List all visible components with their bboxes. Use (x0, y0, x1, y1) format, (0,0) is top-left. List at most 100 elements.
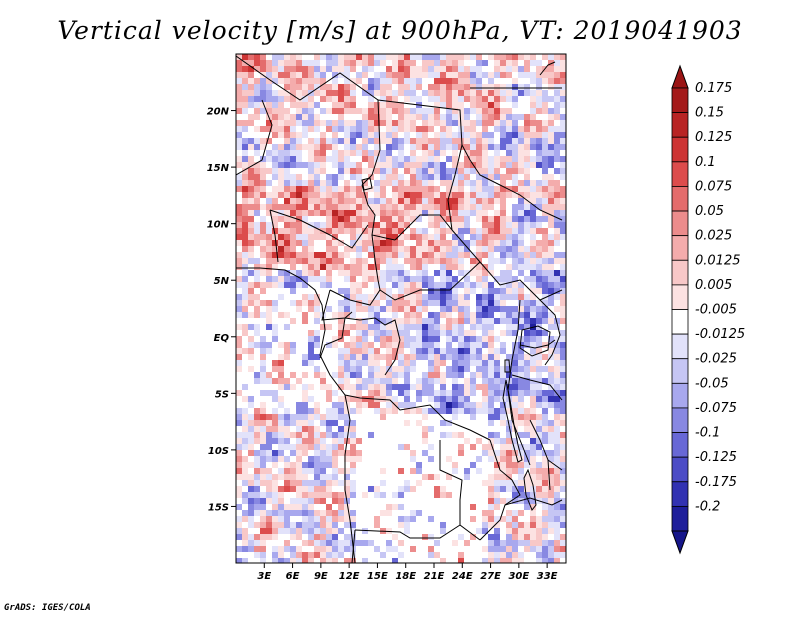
field-cell (386, 90, 392, 96)
field-cell (548, 312, 554, 318)
field-cell (440, 384, 446, 390)
lake-tanganyika (502, 379, 523, 463)
field-cell (542, 210, 548, 216)
field-cell (530, 468, 536, 474)
field-cell (554, 228, 560, 234)
field-cell (542, 540, 548, 546)
field-cell (476, 408, 482, 414)
field-cell (434, 540, 440, 546)
field-cell (260, 192, 266, 198)
field-cell (380, 210, 386, 216)
y-tick-label: 5N (214, 276, 230, 287)
field-cell (494, 198, 500, 204)
field-cell (380, 510, 386, 516)
field-cell (374, 162, 380, 168)
field-cell (242, 480, 248, 486)
field-cell (332, 216, 338, 222)
field-cell (338, 384, 344, 390)
field-cell (296, 78, 302, 84)
field-cell (542, 198, 548, 204)
field-cell (344, 378, 350, 384)
field-cell (446, 300, 452, 306)
field-cell (260, 492, 266, 498)
field-cell (500, 438, 506, 444)
field-cell (524, 324, 530, 330)
field-cell (332, 474, 338, 480)
field-cell (368, 60, 374, 66)
field-cell (344, 126, 350, 132)
field-cell (356, 294, 362, 300)
field-cell (452, 66, 458, 72)
field-cell (464, 408, 470, 414)
field-cell (410, 150, 416, 156)
field-cell (386, 390, 392, 396)
field-cell (386, 228, 392, 234)
field-cell (314, 540, 320, 546)
field-cell (512, 66, 518, 72)
field-cell (488, 312, 494, 318)
field-cell (464, 222, 470, 228)
field-cell (326, 456, 332, 462)
field-cell (356, 324, 362, 330)
field-cell (452, 360, 458, 366)
field-cell (428, 96, 434, 102)
field-cell (554, 492, 560, 498)
field-cell (404, 168, 410, 174)
field-cell (290, 222, 296, 228)
field-cell (266, 264, 272, 270)
field-cell (272, 498, 278, 504)
field-cell (284, 180, 290, 186)
field-cell (248, 294, 254, 300)
field-cell (560, 288, 566, 294)
field-cell (338, 228, 344, 234)
field-cell (536, 96, 542, 102)
field-cell (296, 204, 302, 210)
field-cell (542, 180, 548, 186)
field-cell (482, 228, 488, 234)
field-cell (338, 438, 344, 444)
field-cell (404, 234, 410, 240)
field-cell (356, 54, 362, 60)
field-cell (488, 372, 494, 378)
field-cell (266, 120, 272, 126)
field-cell (470, 156, 476, 162)
field-cell (368, 276, 374, 282)
field-cell (320, 450, 326, 456)
field-cell (272, 258, 278, 264)
field-cell (536, 528, 542, 534)
field-cell (308, 240, 314, 246)
field-cell (296, 510, 302, 516)
field-cell (530, 270, 536, 276)
field-cell (242, 348, 248, 354)
field-cell (284, 444, 290, 450)
field-cell (422, 174, 428, 180)
field-cell (272, 156, 278, 162)
field-cell (284, 480, 290, 486)
field-cell (482, 180, 488, 186)
y-tick-label: 20N (207, 107, 230, 118)
field-cell (278, 174, 284, 180)
field-cell (380, 72, 386, 78)
field-cell (254, 534, 260, 540)
field-cell (410, 336, 416, 342)
field-cell (254, 456, 260, 462)
field-cell (326, 228, 332, 234)
field-cell (260, 60, 266, 66)
field-cell (290, 432, 296, 438)
field-cell (350, 84, 356, 90)
field-cell (332, 264, 338, 270)
field-cell (500, 126, 506, 132)
field-cell (248, 204, 254, 210)
field-cell (338, 288, 344, 294)
field-cell (482, 234, 488, 240)
field-cell (332, 468, 338, 474)
field-cell (242, 510, 248, 516)
field-cell (554, 414, 560, 420)
border-cameroon-south (321, 289, 353, 321)
field-cell (554, 84, 560, 90)
field-cell (296, 504, 302, 510)
field-cell (518, 54, 524, 60)
field-cell (446, 336, 452, 342)
field-cell (470, 534, 476, 540)
field-cell (560, 168, 566, 174)
